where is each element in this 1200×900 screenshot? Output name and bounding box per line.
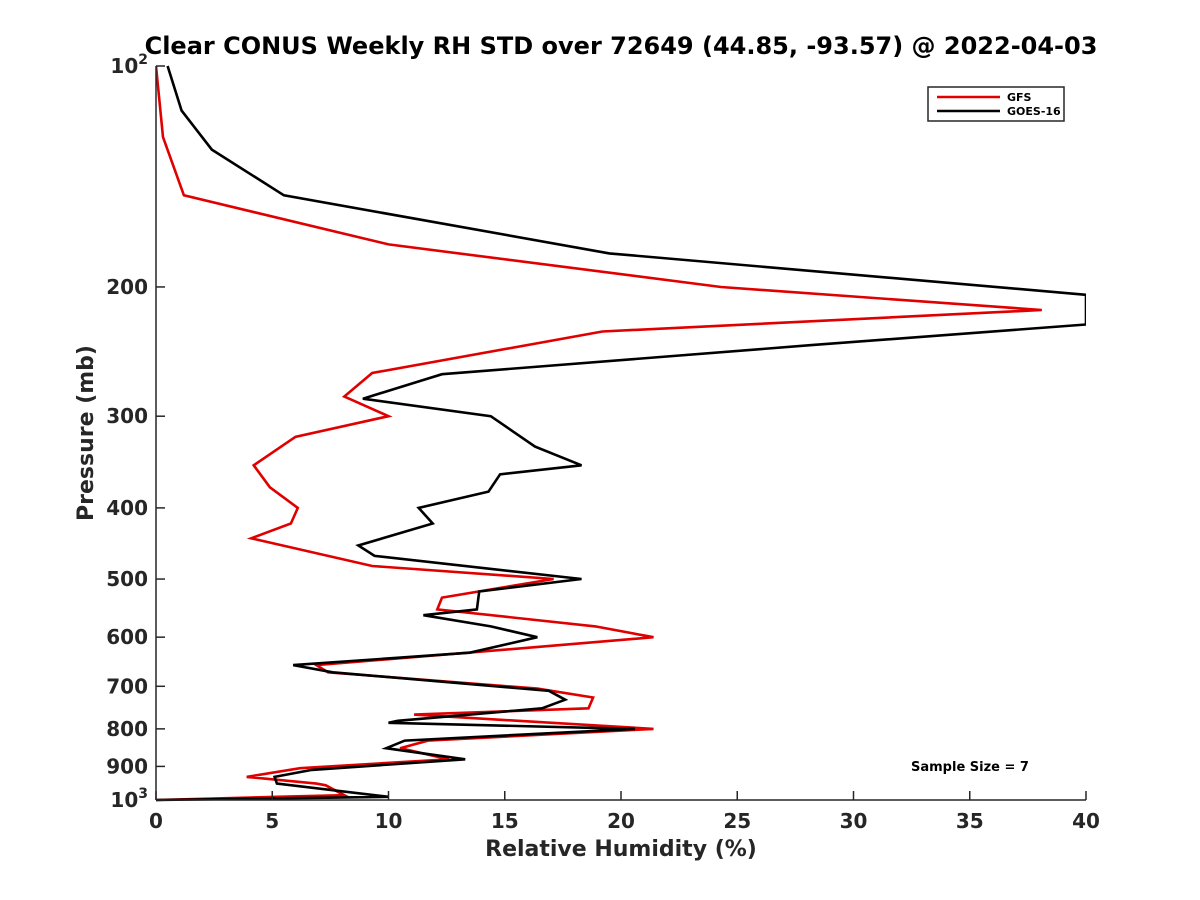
x-tick-label: 5 — [265, 809, 279, 833]
y-tick-label: 500 — [106, 567, 148, 591]
y-tick-exponent: 2 — [138, 52, 148, 68]
y-tick-label: 400 — [106, 496, 148, 520]
y-tick-label: 800 — [106, 717, 148, 741]
y-tick-label: 300 — [106, 404, 148, 428]
x-tick-label: 15 — [491, 809, 519, 833]
plot-area — [156, 65, 1086, 802]
x-tick-label: 35 — [956, 809, 984, 833]
y-tick-exponent: 3 — [138, 786, 148, 802]
legend-box — [927, 86, 1065, 122]
x-tick-label: 10 — [375, 809, 403, 833]
y-tick-label: 900 — [106, 754, 148, 778]
y-axis-label: Pressure (mb) — [74, 345, 99, 521]
y-tick-label: 200 — [106, 275, 148, 299]
sample-size-annotation: Sample Size = 7 — [911, 760, 1029, 775]
legend-label: GFS — [1007, 91, 1032, 104]
x-tick-label: 30 — [840, 809, 868, 833]
y-tick-label: 700 — [106, 674, 148, 698]
x-tick-label: 0 — [149, 809, 163, 833]
series-line-goes-16 — [156, 65, 1086, 802]
x-tick-label: 25 — [723, 809, 751, 833]
x-tick-label: 40 — [1072, 809, 1100, 833]
y-tick-label: 600 — [106, 625, 148, 649]
chart-title: Clear CONUS Weekly RH STD over 72649 (44… — [145, 32, 1098, 60]
x-tick-label: 20 — [607, 809, 635, 833]
series-line-gfs — [156, 65, 1042, 802]
legend-label: GOES-16 — [1007, 105, 1061, 118]
x-axis-label: Relative Humidity (%) — [485, 837, 757, 862]
axes: 0 5 10 15 20 25 30 35 40102200300400500600700800… — [106, 52, 1100, 833]
